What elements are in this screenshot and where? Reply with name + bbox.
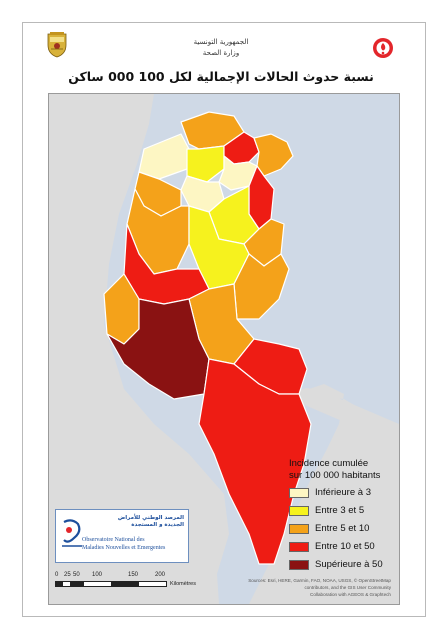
legend-swatch [289, 541, 309, 552]
legend-subtitle: sur 100 000 habitants [289, 470, 381, 481]
legend-items: Inférieure à 3 Entre 3 et 5 Entre 5 et 10 E… [289, 485, 383, 572]
map-legend: Incidence cumulée sur 100 000 habitants … [289, 458, 383, 572]
region-kebili [106, 298, 210, 400]
observatory-fr-line2: Maladies Nouvelles et Emergentes [82, 545, 166, 551]
scale-tick-label: 25 [64, 572, 71, 578]
legend-label: Entre 5 et 10 [315, 523, 370, 534]
region-nabeul [253, 133, 294, 177]
scale-segments [55, 581, 167, 587]
observatory-emblem-icon [62, 519, 82, 547]
sources-line1: Sources: Esri, HERE, Garmin, FAO, NOAA, … [248, 578, 391, 583]
sources-line3: Collaboration with AGEOS & Graphtech [310, 592, 391, 597]
legend-item: Entre 10 et 50 [289, 539, 383, 554]
legend-title: Incidence cumulée [289, 458, 369, 469]
legend-item: Supérieure à 50 [289, 557, 383, 572]
legend-item: Inférieure à 3 [289, 485, 383, 500]
legend-swatch [289, 505, 309, 516]
libya-land [249, 384, 399, 604]
scale-bar: 0 25 50 100 150 200 Kilomètres [55, 572, 196, 587]
legend-label: Supérieure à 50 [315, 559, 383, 570]
scale-tick-label: 100 [92, 572, 103, 578]
region-jendouba [138, 133, 190, 180]
republic-name: الجمهورية التونسية [193, 38, 249, 46]
ministry-name: وزارة الصحة [202, 49, 240, 57]
legend-label: Entre 10 et 50 [315, 541, 375, 552]
scale-tick-label: 50 [73, 572, 80, 578]
scale-tick-label: 150 [128, 572, 139, 578]
ministry-of-health-icon [373, 38, 393, 58]
tunisia-coat-of-arms-icon [47, 32, 67, 58]
map-title: نسبة حدوث الحالات الإجمالية لكل 100 000 … [68, 69, 374, 84]
region-beja [186, 145, 225, 183]
scale-tick-label: 200 [155, 572, 166, 578]
scale-tick-label: 0 [55, 572, 59, 578]
algeria-land [49, 94, 229, 604]
legend-label: Entre 3 et 5 [315, 505, 365, 516]
ministry-header: الجمهورية التونسية وزارة الصحة [0, 37, 442, 59]
scale-unit: Kilomètres [170, 581, 196, 587]
legend-swatch [289, 559, 309, 570]
legend-item: Entre 5 et 10 [289, 521, 383, 536]
scale-ticks: 0 25 50 100 150 200 [55, 572, 165, 580]
legend-swatch [289, 523, 309, 534]
libya-coast [279, 388, 399, 454]
observatory-ar-line1: المرصد الوطني للأمراض [117, 515, 184, 521]
map-panel: Incidence cumulée sur 100 000 habitants … [48, 93, 400, 605]
observatory-fr-line1: Observatoire National des [82, 537, 145, 543]
legend-swatch [289, 487, 309, 498]
legend-label: Inférieure à 3 [315, 487, 371, 498]
sources-line2: contributors, and the GIS User Community [304, 585, 391, 590]
legend-item: Entre 3 et 5 [289, 503, 383, 518]
observatory-ar-line2: الجديدة و المستجدة [131, 522, 184, 528]
observatory-logo: المرصد الوطني للأمراض الجديدة و المستجدة… [55, 509, 189, 563]
tunisia-choropleth-map [49, 94, 399, 604]
map-sources: Sources: Esri, HERE, Garmin, FAO, NOAA, … [241, 577, 391, 598]
